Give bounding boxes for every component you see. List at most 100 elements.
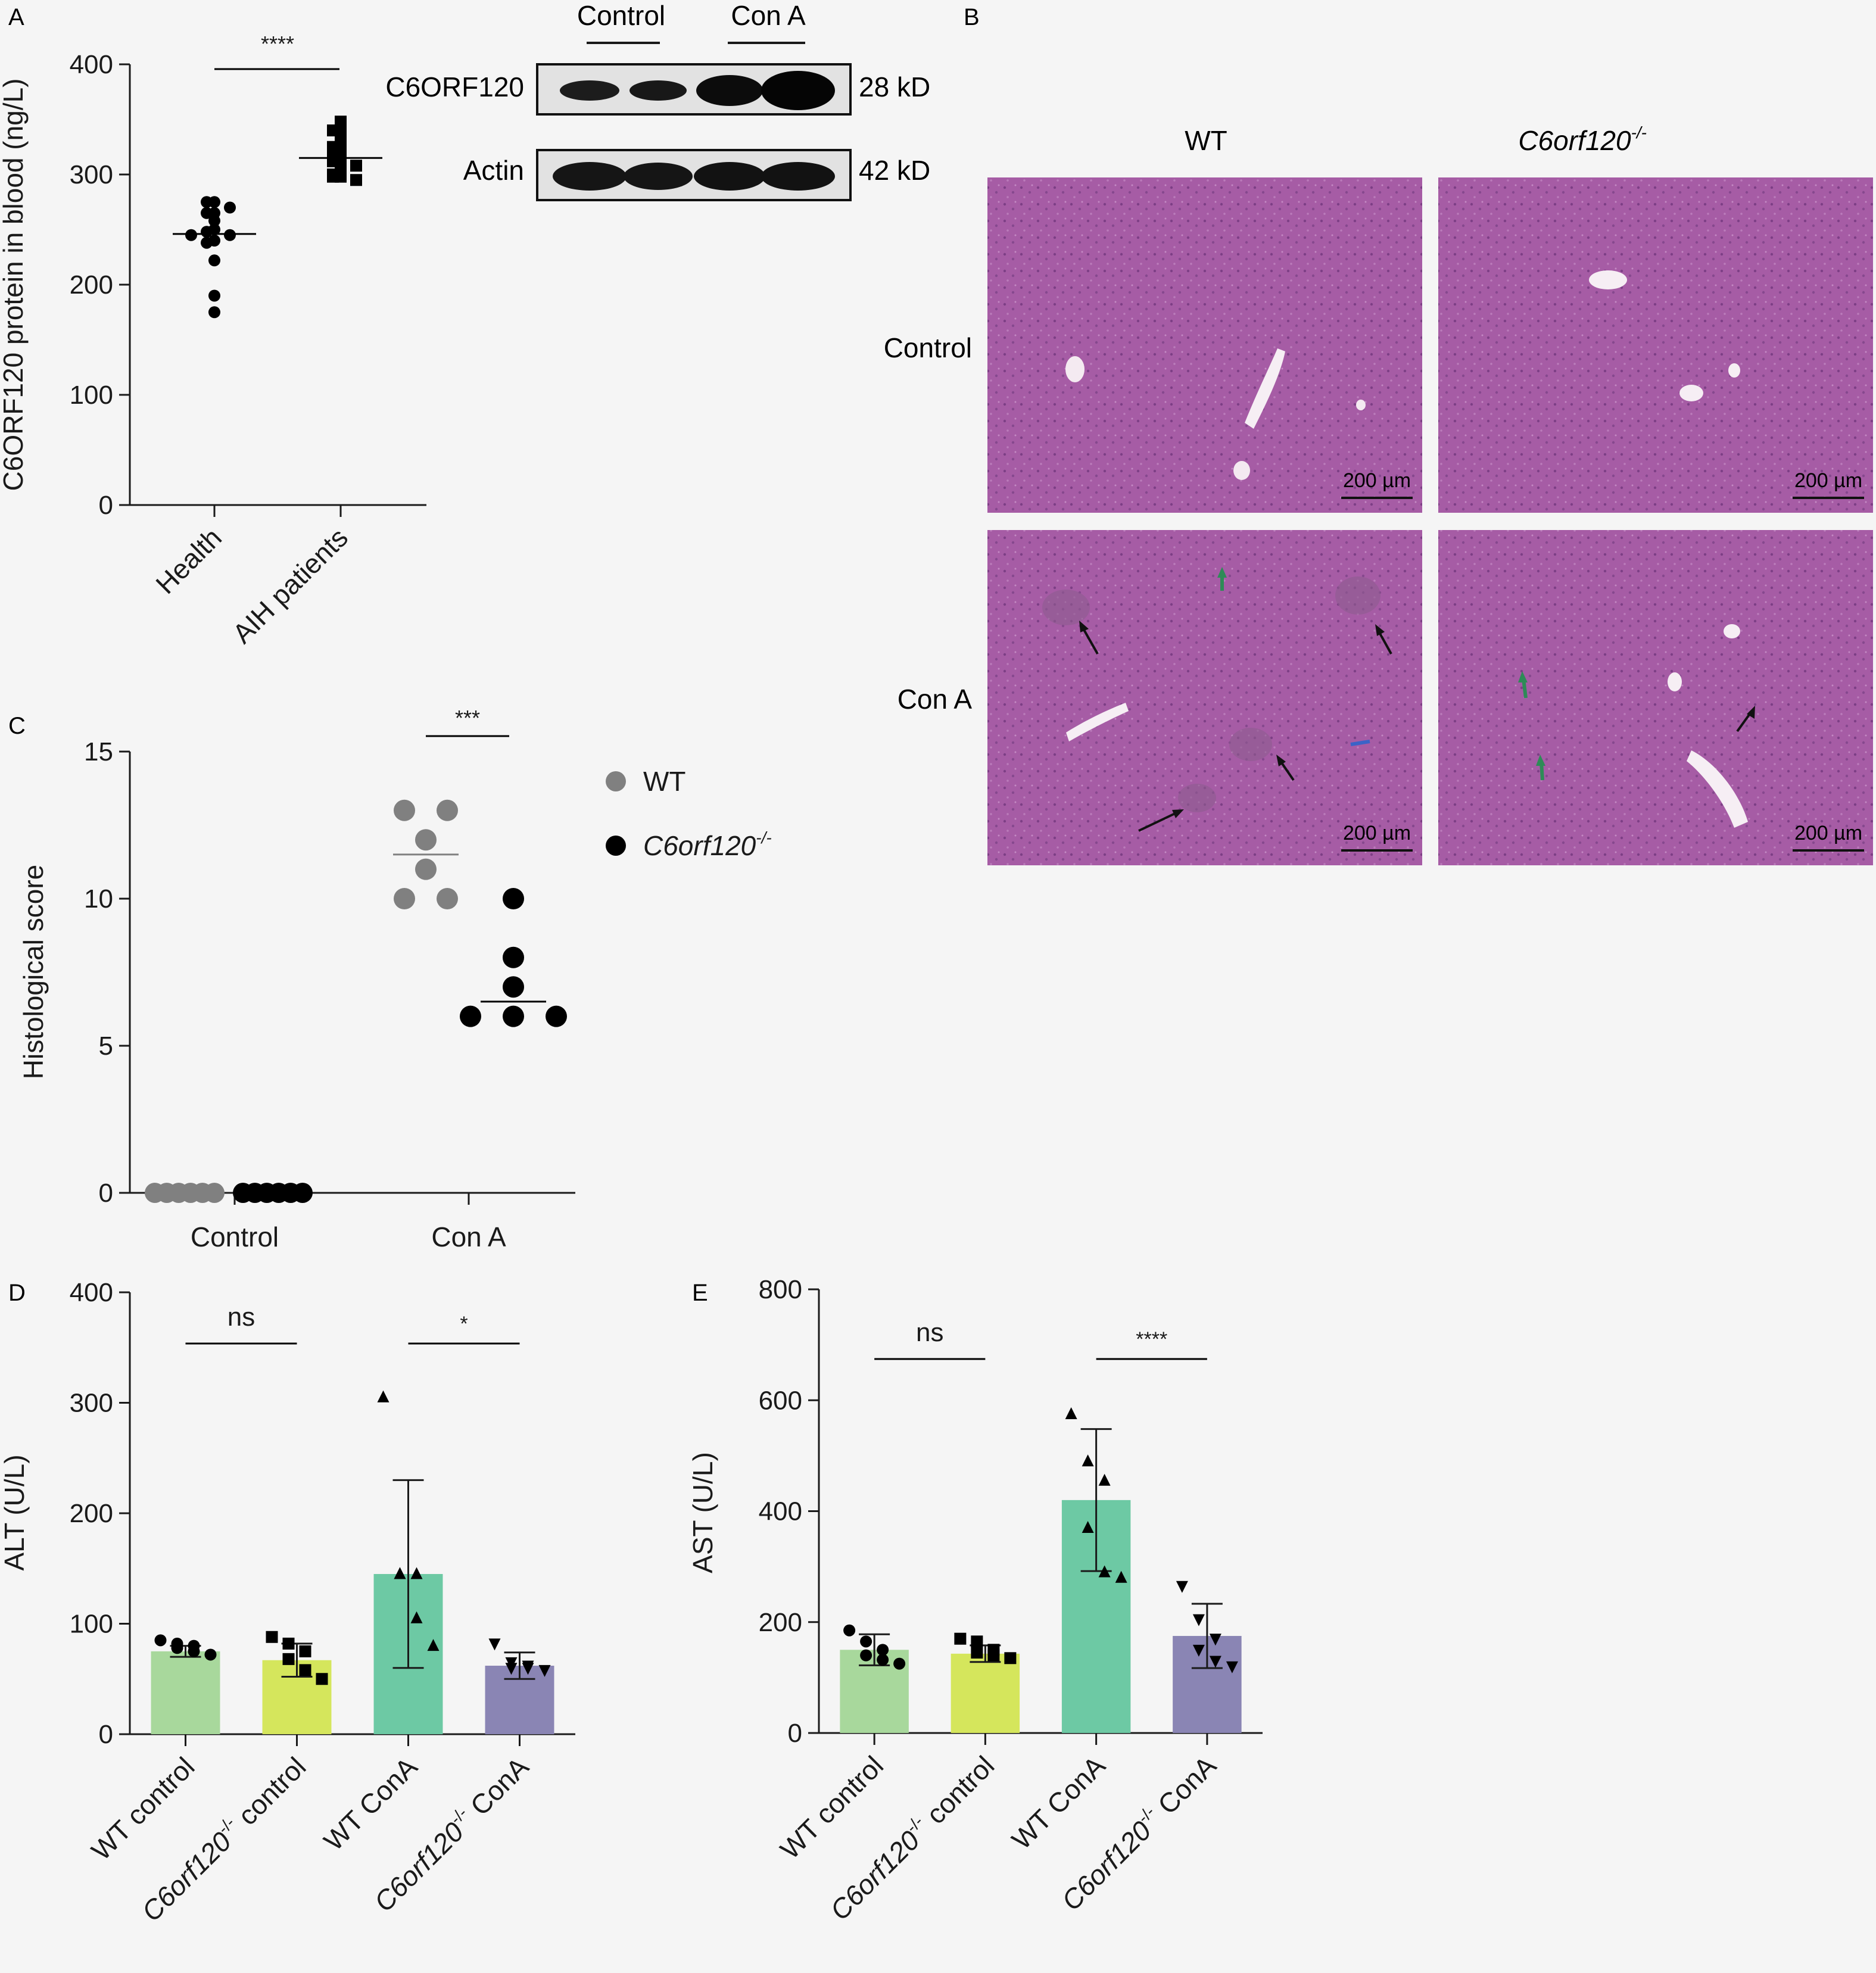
wb-group-label-cona: Con A (731, 0, 806, 31)
histology-row-label-cona: Con A (898, 684, 973, 715)
data-point (204, 1183, 225, 1203)
data-point (427, 1639, 440, 1651)
wb-band-size-actin: 42 kD (859, 155, 930, 186)
chart-a-c6orf120-blood: 0 100 200 300 400 C6ORF120 protein in blood (… (0, 32, 426, 649)
scale-bar-label: 200 µm (1794, 469, 1862, 492)
data-point (201, 236, 213, 249)
x-tick-label-gene: C6orf120 (824, 1824, 925, 1926)
data-point (971, 1635, 983, 1648)
y-tick-label: 10 (84, 884, 113, 914)
wb-band (761, 162, 835, 191)
data-point (208, 214, 220, 227)
data-point (299, 1645, 311, 1657)
significance-label: * (460, 1313, 468, 1335)
data-point (971, 1646, 983, 1659)
data-point (394, 799, 415, 821)
y-tick-label: 600 (759, 1386, 802, 1415)
data-point (204, 1648, 217, 1661)
data-point (546, 1005, 567, 1027)
y-tick-label: 400 (70, 1278, 113, 1307)
panel-letter-d: D (8, 1280, 26, 1306)
data-point (208, 306, 220, 319)
wb-band (630, 80, 687, 101)
data-point (327, 170, 339, 183)
wb-band (761, 71, 835, 110)
data-point (460, 1005, 481, 1027)
significance-label: ns (916, 1318, 943, 1347)
wb-band-label-c6orf120: C6ORF120 (385, 71, 524, 102)
data-point (292, 1183, 313, 1203)
panel-letter-c: C (8, 713, 26, 739)
data-point (201, 207, 213, 219)
x-tick-label-rest: control (915, 1750, 1000, 1835)
legend-superscript: -/- (756, 828, 771, 847)
x-tick-label: Health (149, 522, 228, 600)
y-tick-label: 0 (99, 491, 113, 520)
data-point (843, 1624, 856, 1637)
histology-image: 200 µm (987, 177, 1422, 513)
data-point (877, 1644, 889, 1656)
significance-label: ns (228, 1302, 255, 1332)
histology-panel: WT C6orf120-/- Control Con A 200 µm 200 … (884, 123, 1873, 865)
y-tick-label: 0 (99, 1720, 113, 1749)
data-point (503, 888, 524, 909)
data-point (503, 1005, 524, 1027)
x-tick-label: AIH patients (226, 522, 354, 649)
histology-image: 200 µm (1438, 177, 1873, 513)
x-tick-label-rest: ConA (459, 1751, 534, 1826)
legend-marker (606, 836, 626, 856)
bar (951, 1653, 1020, 1733)
y-tick-label: 200 (70, 270, 113, 300)
data-point (860, 1635, 872, 1648)
data-point (1209, 1634, 1221, 1646)
y-tick-label: 100 (70, 381, 113, 410)
y-tick-label: 400 (759, 1497, 802, 1526)
data-point (437, 888, 458, 909)
y-tick-label: 400 (70, 50, 113, 79)
histology-row-label-control: Control (884, 332, 972, 363)
data-point (503, 976, 524, 998)
data-point (987, 1649, 1000, 1662)
significance-label: **** (261, 32, 294, 56)
data-point (188, 1645, 200, 1657)
panel-letter-e: E (692, 1280, 708, 1306)
data-point (1226, 1661, 1238, 1673)
data-point (860, 1649, 872, 1662)
x-tick-label-gene: C6orf120 (1055, 1815, 1157, 1916)
x-tick-label-rest: ConA (1146, 1750, 1222, 1825)
data-point (954, 1632, 967, 1645)
data-point (1115, 1570, 1127, 1583)
data-point (185, 229, 197, 241)
wb-band-size-c6orf120: 28 kD (859, 71, 930, 102)
data-point (394, 888, 415, 909)
wb-band-label-actin: Actin (463, 155, 524, 186)
bar (151, 1651, 220, 1734)
data-point (522, 1663, 534, 1675)
legend-label: C6orf120-/- (643, 828, 772, 861)
data-point (1192, 1614, 1205, 1626)
legend-marker (606, 771, 626, 791)
x-tick-label-gene: C6orf120 (136, 1825, 238, 1927)
data-point (394, 1567, 406, 1579)
data-point (316, 1673, 328, 1685)
data-point (377, 1390, 389, 1402)
data-point (208, 254, 220, 267)
wb-band (560, 80, 619, 101)
data-point (266, 1631, 278, 1643)
data-point (538, 1665, 551, 1677)
significance-label: **** (1136, 1328, 1167, 1351)
data-point (1082, 1520, 1094, 1533)
y-tick-label: 5 (99, 1031, 113, 1061)
data-point (171, 1642, 183, 1654)
y-tick-label: 200 (759, 1608, 802, 1637)
data-point (299, 1664, 311, 1676)
y-tick-label: 200 (70, 1499, 113, 1528)
x-tick-label-rest: control (226, 1751, 311, 1836)
chart-c-histological-score: 0 5 10 15 Histological score Control Con A *** W… (18, 706, 772, 1252)
y-tick-label: 300 (70, 160, 113, 189)
data-point (154, 1634, 167, 1647)
y-axis-label: ALT (U/L) (0, 1454, 30, 1570)
data-point (201, 196, 213, 208)
histology-col-label-ko: C6orf120-/- (1518, 123, 1647, 156)
